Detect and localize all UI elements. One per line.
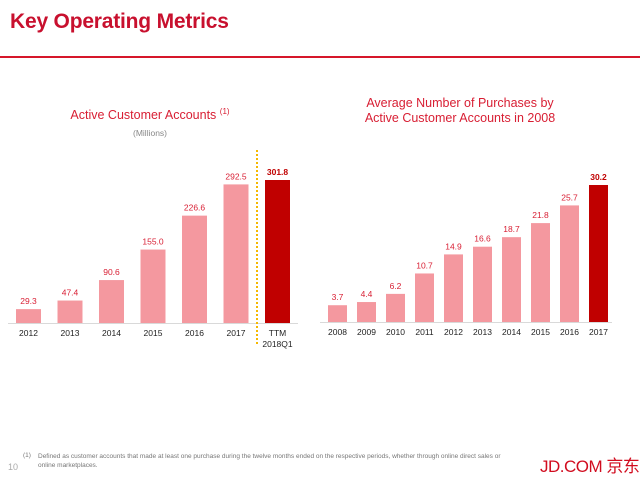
x-tick-label: 2008 bbox=[328, 327, 347, 337]
data-label: 4.4 bbox=[361, 289, 373, 299]
bar-2013 bbox=[473, 246, 492, 322]
footnote-text: Defined as customer accounts that made a… bbox=[38, 453, 501, 469]
data-label: 10.7 bbox=[416, 260, 433, 270]
page-number: 10 bbox=[8, 462, 19, 472]
x-tick-label: 2011 bbox=[415, 327, 434, 337]
data-label: 47.4 bbox=[62, 288, 79, 298]
data-label: 25.7 bbox=[561, 192, 578, 202]
x-tick-label: 2015 bbox=[531, 327, 550, 337]
bar-2008 bbox=[328, 305, 347, 322]
chart1-subtitle: (Millions) bbox=[133, 128, 167, 138]
data-label: 30.2 bbox=[590, 172, 607, 182]
bar-2009 bbox=[357, 302, 376, 322]
bar-2017 bbox=[589, 185, 608, 322]
chart2-title: Average Number of Purchases by Active Cu… bbox=[340, 96, 580, 126]
bar-2012 bbox=[16, 309, 41, 323]
x-tick-label: 2014 bbox=[102, 328, 121, 338]
x-tick-label: 2013 bbox=[61, 328, 80, 338]
x-tick-label: 2016 bbox=[560, 327, 579, 337]
x-tick-label: 2013 bbox=[473, 327, 492, 337]
bar-2011 bbox=[415, 273, 434, 322]
title-divider bbox=[0, 56, 640, 58]
data-label: 90.6 bbox=[103, 267, 120, 277]
footnote-marker: (1) bbox=[23, 452, 31, 459]
chart-active-customer-accounts: 29.3 2012 47.4 2013 90.6 2014 155.0 2015 226.6 20… bbox=[8, 150, 298, 349]
bar-2015 bbox=[531, 223, 550, 322]
chart1-title: Active Customer Accounts (1) bbox=[40, 106, 260, 123]
bar-2016 bbox=[182, 215, 207, 323]
data-label: 292.5 bbox=[225, 171, 247, 181]
page-title: Key Operating Metrics bbox=[10, 10, 229, 33]
x-tick-label: 2012 bbox=[444, 327, 463, 337]
data-label: 21.8 bbox=[532, 210, 549, 220]
x-tick-label: 2016 bbox=[185, 328, 204, 338]
x-tick-label: 2018Q1 bbox=[262, 339, 293, 349]
chart1-title-superscript: (1) bbox=[219, 106, 230, 116]
bar-2013 bbox=[57, 300, 83, 323]
chart2-title-line-1: Average Number of Purchases by bbox=[366, 96, 554, 110]
jd-logo: JD.COM 京东 bbox=[540, 457, 640, 476]
bar-2012 bbox=[444, 254, 463, 322]
data-label: 155.0 bbox=[142, 237, 164, 247]
bar-2014 bbox=[99, 280, 124, 323]
x-tick-label: 2017 bbox=[227, 328, 246, 338]
x-tick-label: 2010 bbox=[386, 327, 405, 337]
x-tick-label: 2017 bbox=[589, 327, 608, 337]
data-label: 14.9 bbox=[445, 241, 462, 251]
bar-2014 bbox=[502, 237, 521, 322]
bar-2017 bbox=[223, 184, 249, 323]
bar-2015 bbox=[140, 249, 166, 323]
x-tick-label: TTM bbox=[269, 328, 286, 338]
bar-2016 bbox=[560, 205, 579, 322]
data-label: 3.7 bbox=[332, 292, 344, 302]
data-label: 29.3 bbox=[20, 296, 37, 306]
data-label: 301.8 bbox=[267, 167, 289, 177]
chart1-title-text: Active Customer Accounts bbox=[70, 108, 217, 122]
bar-ttm bbox=[265, 180, 290, 323]
data-label: 6.2 bbox=[390, 281, 402, 291]
x-tick-label: 2015 bbox=[144, 328, 163, 338]
chart2-title-line-2: Active Customer Accounts in 2008 bbox=[364, 111, 556, 125]
x-tick-label: 2012 bbox=[19, 328, 38, 338]
data-label: 18.7 bbox=[503, 224, 520, 234]
x-tick-label: 2014 bbox=[502, 327, 521, 337]
x-tick-label: 2009 bbox=[357, 327, 376, 337]
data-label: 16.6 bbox=[474, 234, 491, 244]
data-label: 226.6 bbox=[184, 203, 206, 213]
bar-2010 bbox=[386, 293, 405, 322]
chart-average-purchases: 3.7 2008 4.4 2009 6.2 2010 10.7 2011 14.9 2012 16.… bbox=[320, 172, 612, 337]
